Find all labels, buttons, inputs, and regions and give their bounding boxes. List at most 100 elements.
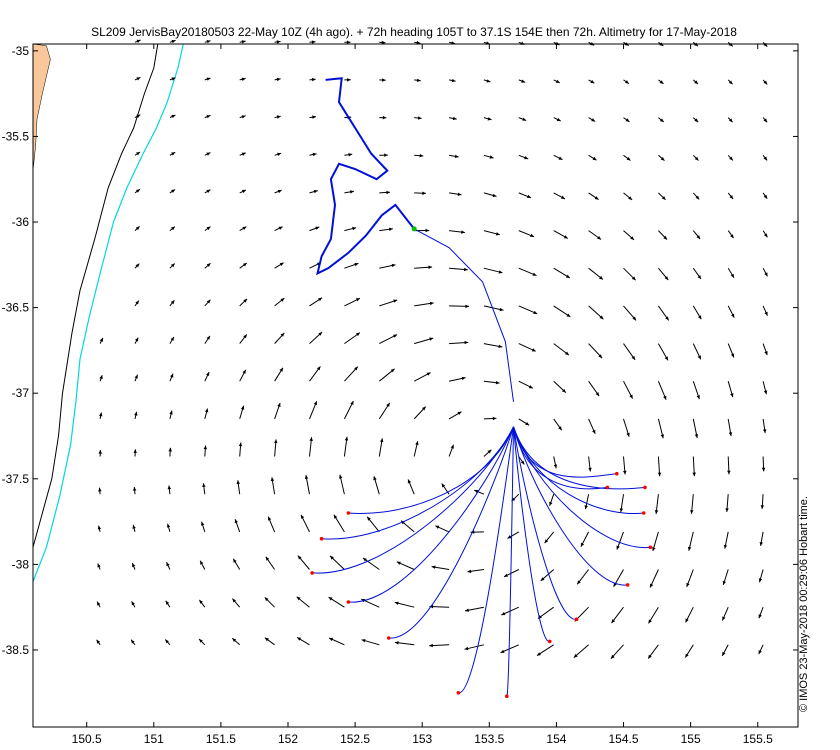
current-arrow-head (389, 227, 393, 231)
isobath-cyan (32, 43, 184, 582)
current-arrow-head (698, 315, 702, 320)
current-arrow-head (206, 226, 211, 231)
current-arrow-head (495, 380, 500, 385)
current-arrow-head (202, 483, 206, 487)
current-arrow-head (629, 394, 633, 399)
current-arrow-head (240, 405, 245, 410)
current-arrow-head (390, 368, 395, 373)
current-arrow-head (96, 639, 101, 644)
current-arrow-head (758, 614, 762, 619)
current-arrow-head (200, 560, 204, 565)
current-arrow-head (558, 426, 562, 431)
current-arrow-head (555, 79, 560, 83)
current-arrow-head (599, 275, 603, 280)
current-arrow-head (730, 393, 734, 398)
current-arrow-head (690, 510, 694, 514)
current-arrow-head (730, 353, 735, 358)
current-arrow-head (344, 436, 349, 441)
current-arrow-head (428, 265, 433, 269)
current-arrow-head (590, 79, 595, 84)
current-arrow-head (722, 651, 726, 656)
current-arrow-head (206, 152, 211, 156)
current-arrow-head (386, 402, 390, 407)
current-arrow-head (132, 524, 136, 529)
current-arrow-head (728, 80, 733, 85)
x-tick-label: 151.5 (206, 732, 236, 746)
current-arrow-head (279, 262, 284, 267)
current-arrow-head (265, 556, 270, 561)
current-arrow-head (537, 652, 541, 656)
current-arrow-head (763, 80, 768, 85)
current-arrow-head (422, 406, 426, 411)
current-arrow-head (242, 263, 247, 267)
ensemble-end-marker (505, 694, 509, 698)
current-arrow-head (301, 514, 305, 519)
x-tick-label: 154 (546, 732, 566, 746)
current-arrow-head (131, 639, 135, 644)
current-arrow-head (566, 313, 571, 317)
current-arrow-head (422, 191, 426, 195)
current-arrow-head (169, 410, 173, 415)
current-arrow-head (348, 153, 353, 157)
current-arrow-head (280, 333, 285, 337)
current-arrow-head (461, 230, 465, 234)
current-arrow-head (171, 39, 176, 44)
plot-frame (32, 43, 799, 728)
current-arrow-head (598, 354, 603, 358)
current-arrow-head (393, 299, 398, 303)
current-arrow-head (136, 114, 141, 118)
current-arrow-head (694, 156, 699, 161)
y-tick-label: -37.5 (2, 472, 30, 486)
current-arrow-head (97, 525, 102, 530)
current-arrow-head (381, 40, 386, 45)
ensemble-end-marker (346, 511, 351, 515)
x-tick-label: 152 (278, 732, 298, 746)
current-arrow-head (415, 441, 419, 446)
current-arrow-head (626, 432, 630, 437)
current-arrow-head (363, 558, 367, 562)
current-arrow-head (206, 372, 210, 376)
current-arrow-head (441, 483, 446, 488)
current-arrow-head (464, 646, 469, 651)
current-arrow-head (312, 115, 316, 119)
current-arrow-head (396, 561, 401, 565)
ensemble-track (458, 426, 514, 694)
current-arrow-head (592, 429, 596, 434)
ensemble-track (506, 426, 514, 697)
current-arrow-head (631, 276, 636, 281)
current-arrow-head (692, 472, 696, 477)
current-arrow-head (696, 235, 701, 239)
current-arrow-head (597, 236, 601, 240)
current-arrow-head (206, 189, 211, 193)
current-arrow-head (553, 464, 558, 469)
x-tick-label: 154.5 (609, 732, 639, 746)
ensemble-end-marker (319, 536, 324, 541)
current-arrow-head (170, 300, 175, 305)
current-arrow-head (626, 156, 631, 161)
current-arrow-head (426, 372, 431, 376)
current-arrow-head (730, 234, 734, 239)
plot-area (33, 44, 798, 727)
current-arrow-head (588, 467, 592, 472)
current-arrow-head (486, 79, 491, 83)
current-arrow-head (279, 367, 283, 372)
ensemble-end-marker (648, 545, 653, 550)
current-arrow-head (610, 654, 615, 659)
current-arrow-head (431, 565, 436, 569)
current-arrow-head (417, 116, 422, 120)
current-arrow-head (304, 475, 309, 479)
ensemble-track (513, 426, 577, 620)
chart-title: SL209 JervisBay20180503 22-May 10Z (4h a… (91, 25, 737, 39)
current-arrow-head (492, 416, 497, 421)
current-arrow-head (487, 117, 492, 121)
current-arrow-head (429, 643, 433, 648)
current-arrow-head (577, 580, 581, 585)
current-arrow-head (99, 337, 103, 342)
current-arrow-head (280, 298, 285, 302)
current-arrow-head (524, 156, 529, 160)
current-arrow-head (760, 505, 765, 509)
current-arrow-head (136, 39, 141, 43)
current-arrow-head (98, 450, 102, 454)
current-arrow-head (333, 514, 338, 519)
current-arrow-head (725, 508, 729, 512)
